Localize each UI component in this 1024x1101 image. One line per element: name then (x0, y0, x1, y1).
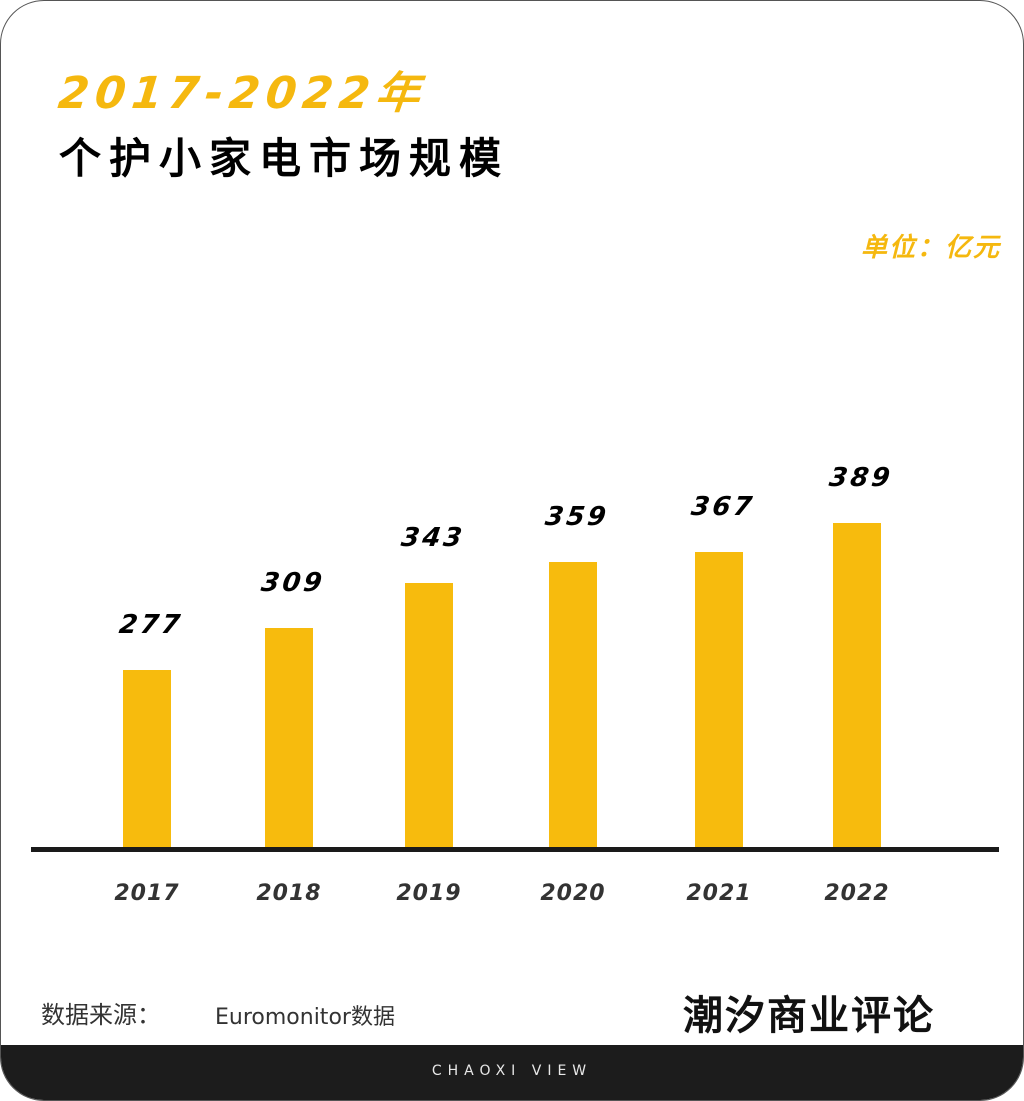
bar-2020 (549, 562, 597, 849)
bar-2019 (405, 583, 453, 849)
value-label-2019: 343 (399, 523, 467, 554)
value-label-2018: 309 (259, 568, 327, 598)
x-tick-2019: 2019 (396, 881, 462, 906)
bar-2021 (695, 551, 743, 849)
brand-logo: 潮汐商业评论 (683, 993, 935, 1039)
source-label: 数据来源： (41, 1001, 161, 1029)
title-year: 2017-2022年 (55, 68, 429, 119)
value-label-2020: 359 (543, 502, 611, 533)
x-tick-2021: 2021 (686, 881, 752, 906)
unit-label: 单位：亿元 (860, 233, 1001, 263)
x-tick-2022: 2022 (824, 881, 890, 906)
x-tick-2018: 2018 (256, 881, 322, 906)
x-axis-line (31, 847, 999, 852)
source-value: Euromonitor数据 (215, 1005, 395, 1030)
value-label-2017: 277 (117, 610, 185, 640)
value-label-2022: 389 (827, 463, 895, 493)
footer-bar: CHAOXI VIEW (1, 1045, 1023, 1100)
x-tick-2017: 2017 (114, 881, 180, 906)
bar-2018 (265, 628, 313, 849)
value-label-2021: 367 (689, 491, 757, 522)
bar-2017 (123, 670, 171, 849)
brand-english: CHAOXI VIEW (431, 1063, 593, 1079)
bar-2022 (833, 523, 881, 849)
chart-title: 个护小家电市场规模 (59, 134, 510, 183)
x-tick-2020: 2020 (540, 881, 606, 906)
